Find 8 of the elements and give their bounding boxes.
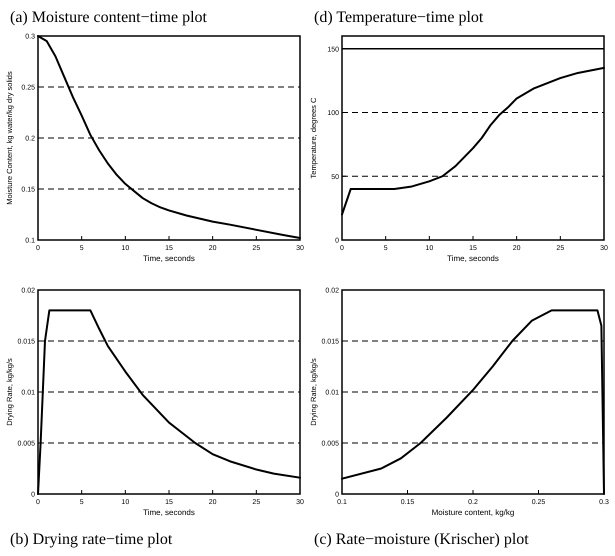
text: (c) Rate−moisture (Krischer) plot — [314, 531, 530, 548]
x-axis-title: Time, seconds — [143, 254, 195, 263]
chart-title: (a) Moisture content−time plot — [10, 9, 208, 26]
x-axis-title: Time, seconds — [447, 254, 499, 263]
x-axis-title: Moisture content, kg/kg — [432, 508, 514, 517]
text: (b) Drying rate−time plot — [10, 531, 173, 548]
x-axis-title: Time, seconds — [143, 508, 195, 517]
chart-title: (d) Temperature−time plot — [314, 9, 484, 26]
